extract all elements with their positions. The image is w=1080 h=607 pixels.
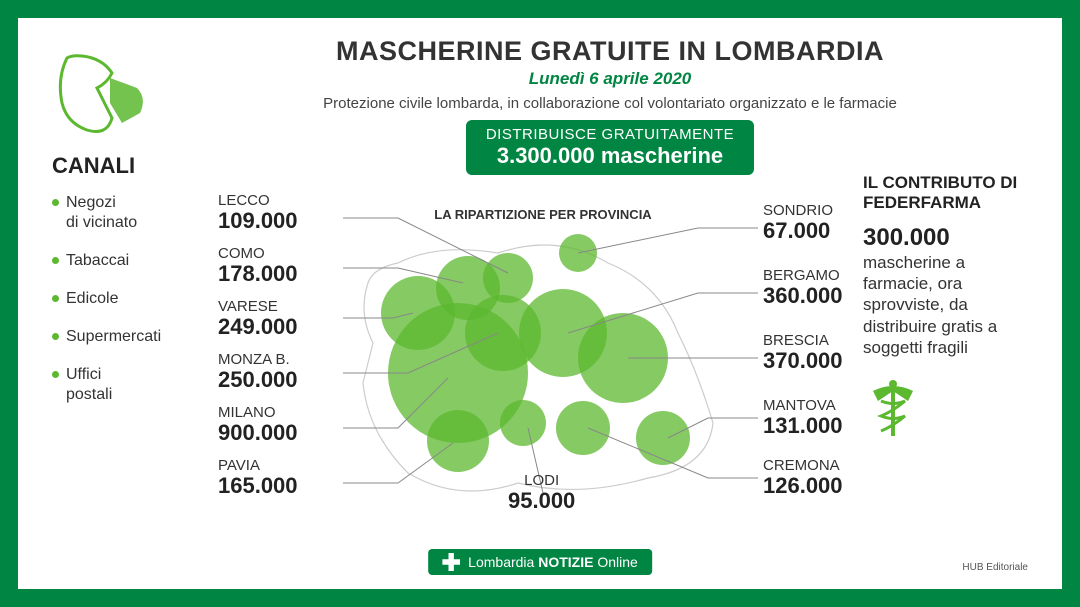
- province-value: 95.000: [508, 489, 575, 512]
- bubble-brescia: [578, 313, 668, 403]
- badge-line2: 3.300.000 mascherine: [486, 143, 734, 169]
- canali-list: Negozi di vicinato Tabaccai Edicole Supe…: [52, 193, 202, 405]
- infographic-panel: CANALI Negozi di vicinato Tabaccai Edico…: [18, 18, 1062, 589]
- province-lecco: LECCO 109.000: [218, 193, 298, 232]
- canali-item: Edicole: [52, 289, 202, 309]
- canali-title: CANALI: [52, 153, 202, 179]
- province-lodi: LODI 95.000: [508, 473, 575, 512]
- province-name: VARESE: [218, 299, 298, 315]
- bubble-cremona: [556, 401, 610, 455]
- province-value: 165.000: [218, 474, 298, 497]
- province-cremona: CREMONA 126.000: [763, 458, 843, 497]
- province-name: MANTOVA: [763, 398, 843, 414]
- province-name: CREMONA: [763, 458, 843, 474]
- province-value: 109.000: [218, 209, 298, 232]
- province-value: 370.000: [763, 349, 843, 372]
- badge-line1: DISTRIBUISCE GRATUITAMENTE: [486, 126, 734, 143]
- brand-tail: Online: [597, 554, 637, 570]
- province-value: 360.000: [763, 284, 843, 307]
- editorial-credit: HUB Editoriale: [962, 562, 1028, 573]
- province-varese: VARESE 249.000: [218, 299, 298, 338]
- right-column: IL CONTRIBUTO DI FEDERFARMA 300.000 masc…: [863, 173, 1028, 451]
- province-name: COMO: [218, 246, 298, 262]
- province-mantova: MANTOVA 131.000: [763, 398, 843, 437]
- canali-item: Supermercati: [52, 327, 202, 347]
- province-sondrio: SONDRIO 67.000: [763, 203, 833, 242]
- face-mask-icon: [52, 48, 152, 138]
- canali-item-label: Supermercati: [66, 328, 161, 345]
- page-description: Protezione civile lombarda, in collabora…: [188, 95, 1032, 112]
- brand-text: Lombardia: [468, 554, 534, 570]
- bubble-sondrio: [559, 234, 597, 272]
- bubble-pavia: [427, 410, 489, 472]
- federfarma-title: IL CONTRIBUTO DI FEDERFARMA: [863, 173, 1028, 214]
- province-como: COMO 178.000: [218, 246, 298, 285]
- province-bergamo: BERGAMO 360.000: [763, 268, 843, 307]
- province-value: 250.000: [218, 368, 298, 391]
- canali-item-label: Uffici postali: [66, 366, 112, 403]
- canali-item: Uffici postali: [52, 365, 202, 405]
- province-name: PAVIA: [218, 458, 298, 474]
- canali-item-label: Edicole: [66, 290, 118, 307]
- province-value: 131.000: [763, 414, 843, 437]
- left-column: CANALI Negozi di vicinato Tabaccai Edico…: [52, 48, 202, 423]
- province-pavia: PAVIA 165.000: [218, 458, 298, 497]
- page-title: MASCHERINE GRATUITE IN LOMBARDIA: [188, 36, 1032, 67]
- map-caption: LA RIPARTIZIONE PER PROVINCIA: [434, 207, 651, 222]
- canali-item: Negozi di vicinato: [52, 193, 202, 233]
- canali-item-label: Negozi di vicinato: [66, 194, 137, 231]
- province-name: SONDRIO: [763, 203, 833, 219]
- province-value: 900.000: [218, 421, 298, 444]
- bubble-mantova: [636, 411, 690, 465]
- province-value: 126.000: [763, 474, 843, 497]
- caduceus-icon: [863, 376, 923, 446]
- canali-item-label: Tabaccai: [66, 252, 129, 269]
- province-value: 67.000: [763, 219, 833, 242]
- distribution-badge: DISTRIBUISCE GRATUITAMENTE 3.300.000 mas…: [466, 120, 754, 175]
- province-milano: MILANO 900.000: [218, 405, 298, 444]
- province-name: MILANO: [218, 405, 298, 421]
- page-subtitle: Lunedì 6 aprile 2020: [188, 69, 1032, 89]
- province-name: BRESCIA: [763, 333, 843, 349]
- federfarma-number: 300.000: [863, 224, 1028, 252]
- province-value: 249.000: [218, 315, 298, 338]
- province-name: LODI: [508, 473, 575, 489]
- bubble-lecco: [483, 253, 533, 303]
- province-value: 178.000: [218, 262, 298, 285]
- province-name: MONZA B.: [218, 352, 298, 368]
- bubble-lodi: [500, 400, 546, 446]
- canali-item: Tabaccai: [52, 251, 202, 271]
- federfarma-text: mascherine a farmacie, ora sprovviste, d…: [863, 252, 1028, 358]
- province-monza: MONZA B. 250.000: [218, 352, 298, 391]
- header: MASCHERINE GRATUITE IN LOMBARDIA Lunedì …: [188, 36, 1032, 175]
- province-brescia: BRESCIA 370.000: [763, 333, 843, 372]
- cross-icon: [442, 553, 460, 571]
- province-name: BERGAMO: [763, 268, 843, 284]
- province-name: LECCO: [218, 193, 298, 209]
- footer-brand: Lombardia NOTIZIE Online: [428, 549, 652, 575]
- brand-bold: NOTIZIE: [538, 554, 593, 570]
